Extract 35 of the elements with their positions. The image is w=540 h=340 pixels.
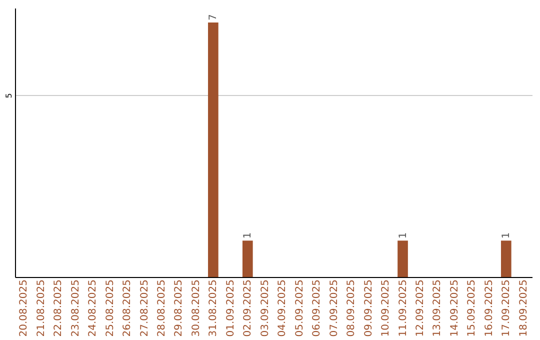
data-label: 7 — [208, 14, 220, 21]
x-tick-label: 27.08.2025 — [139, 280, 150, 337]
x-tick-label: 29.08.2025 — [174, 280, 185, 337]
x-tick-label: 23.08.2025 — [70, 280, 82, 337]
x-tick-label: 11.09.2025 — [398, 280, 409, 337]
data-label: 1 — [398, 232, 409, 239]
x-tick-label: 06.09.2025 — [312, 280, 323, 337]
x-tick-label: 28.08.2025 — [156, 280, 168, 337]
x-tick-label: 01.09.2025 — [225, 280, 236, 337]
x-tick-label: 05.09.2025 — [294, 280, 306, 337]
x-tick-label: 17.09.2025 — [501, 280, 512, 337]
x-tick-label: 14.09.2025 — [449, 280, 460, 337]
data-label: 1 — [501, 232, 512, 239]
x-tick-label: 24.08.2025 — [88, 280, 99, 337]
x-tick-label: 13.09.2025 — [432, 280, 444, 337]
x-tick-label: 22.08.2025 — [53, 280, 64, 337]
x-tick-label: 07.09.2025 — [328, 280, 340, 337]
x-tick-label: 31.08.2025 — [208, 280, 220, 337]
x-tick-label: 04.09.2025 — [277, 280, 288, 337]
data-label: 1 — [242, 232, 254, 239]
x-tick-label: 10.09.2025 — [380, 280, 392, 337]
x-tick-label: 21.08.2025 — [36, 280, 47, 337]
x-tick-label: 12.09.2025 — [414, 280, 426, 337]
x-tick-label: 02.09.2025 — [242, 280, 254, 337]
x-tick-label: 16.09.2025 — [484, 280, 495, 337]
x-tick-label: 09.09.2025 — [363, 280, 374, 337]
x-tick-label: 30.08.2025 — [190, 280, 202, 337]
x-tick-label: 18.09.2025 — [518, 280, 530, 337]
x-tick-label: 25.08.2025 — [104, 280, 116, 337]
x-tick-label: 03.09.2025 — [260, 280, 271, 337]
x-tick-label: 15.09.2025 — [466, 280, 478, 337]
x-tick-label: 20.08.2025 — [18, 280, 30, 337]
y-tick-label: 5 — [4, 93, 14, 98]
x-tick-label: 26.08.2025 — [122, 280, 134, 337]
x-tick-label: 08.09.2025 — [346, 280, 358, 337]
